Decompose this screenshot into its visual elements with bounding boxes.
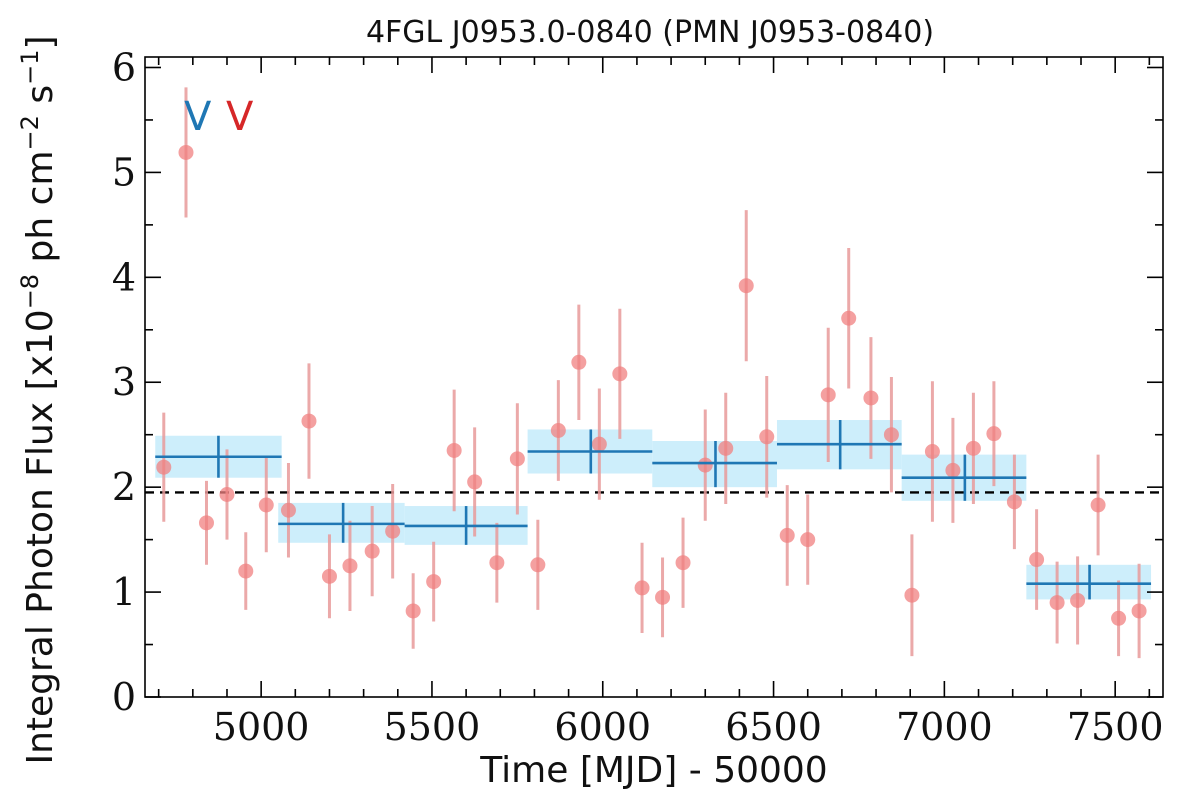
- flux-point: [509, 451, 525, 467]
- flux-point: [800, 532, 816, 548]
- y-label-part-4: ]: [20, 35, 61, 49]
- flux-point: [883, 427, 899, 443]
- flux-point: [738, 278, 754, 294]
- flux-point: [550, 423, 566, 439]
- flux-point: [634, 580, 650, 596]
- flux-point: [530, 557, 546, 573]
- binned-bands: [155, 420, 1152, 600]
- flux-point: [591, 436, 607, 452]
- y-axis-label: Integral Photon Flux [x10−8 ph cm−2 s−1]: [16, 35, 61, 764]
- flux-point: [1006, 494, 1022, 510]
- binned-markers: [155, 420, 1152, 600]
- flux-point: [718, 440, 734, 456]
- flux-point: [1111, 610, 1127, 626]
- flux-point: [198, 515, 214, 531]
- flux-point: [489, 555, 505, 571]
- x-tick-label: 7000: [896, 705, 993, 749]
- flux-points: [156, 87, 1147, 659]
- y-tick-label: 4: [112, 255, 136, 299]
- flux-point: [612, 366, 628, 382]
- flux-point: [1029, 552, 1045, 568]
- y-tick-label: 3: [112, 360, 136, 404]
- flux-point: [697, 457, 713, 473]
- y-tick-label: 0: [112, 675, 136, 719]
- x-axis-label: Time [MJD] - 50000: [479, 750, 827, 791]
- flux-point: [759, 429, 775, 445]
- flux-point: [178, 144, 194, 160]
- y-label-part-3: s: [20, 85, 61, 115]
- flux-point: [280, 502, 296, 518]
- flux-point: [675, 555, 691, 571]
- flux-point: [1070, 592, 1086, 608]
- legend-item-binned: V: [184, 94, 212, 140]
- flux-point: [986, 426, 1002, 442]
- flux-point: [446, 442, 462, 458]
- flux-point: [219, 487, 235, 503]
- flux-point: [385, 523, 401, 539]
- y-tick-label: 5: [112, 150, 136, 194]
- y-label-exp-2: −2: [16, 115, 44, 150]
- y-label-exp-1: −8: [16, 274, 44, 309]
- flux-point: [321, 568, 337, 584]
- flux-point: [1131, 603, 1147, 619]
- flux-point: [841, 310, 857, 326]
- flux-point: [342, 558, 358, 574]
- y-label-part-1: Integral Photon Flux [x10: [20, 309, 61, 764]
- y-tick-label: 2: [112, 465, 136, 509]
- flux-point: [238, 563, 254, 579]
- y-label-part-2: ph cm: [20, 150, 61, 273]
- flux-point: [779, 527, 795, 543]
- axis-ticks: [145, 57, 1163, 698]
- flux-point: [467, 474, 483, 490]
- x-tick-label: 7500: [1067, 705, 1164, 749]
- flux-point: [258, 497, 274, 513]
- x-tick-label: 5000: [213, 705, 310, 749]
- flux-point: [364, 543, 380, 559]
- flux-point: [863, 390, 879, 406]
- x-tick-label: 6500: [725, 705, 822, 749]
- y-tick-label: 6: [112, 45, 136, 89]
- flux-point: [426, 574, 442, 590]
- x-tick-labels: 5000 5500 6000 6500 7000 7500: [213, 705, 1164, 749]
- flux-point: [904, 587, 920, 603]
- y-label-exp-3: −1: [16, 50, 44, 85]
- flux-point: [655, 589, 671, 605]
- legend-item-points: V: [226, 94, 254, 140]
- flux-point: [820, 387, 836, 403]
- y-tick-label: 1: [112, 570, 136, 614]
- flux-point: [156, 459, 172, 475]
- legend: V V: [184, 94, 254, 140]
- flux-point: [301, 413, 317, 429]
- chart-title: 4FGL J0953.0-0840 (PMN J0953-0840): [366, 15, 934, 50]
- flux-point: [924, 443, 940, 459]
- flux-point: [1049, 595, 1065, 611]
- x-tick-label: 5500: [384, 705, 481, 749]
- flux-point: [1090, 497, 1106, 513]
- flux-point: [945, 462, 961, 478]
- flux-point: [965, 440, 981, 456]
- x-tick-label: 6000: [554, 705, 651, 749]
- flux-point: [405, 603, 421, 619]
- y-tick-labels: 0 1 2 3 4 5 6: [112, 45, 136, 719]
- flux-point: [571, 354, 587, 370]
- plot-frame: [144, 56, 1164, 698]
